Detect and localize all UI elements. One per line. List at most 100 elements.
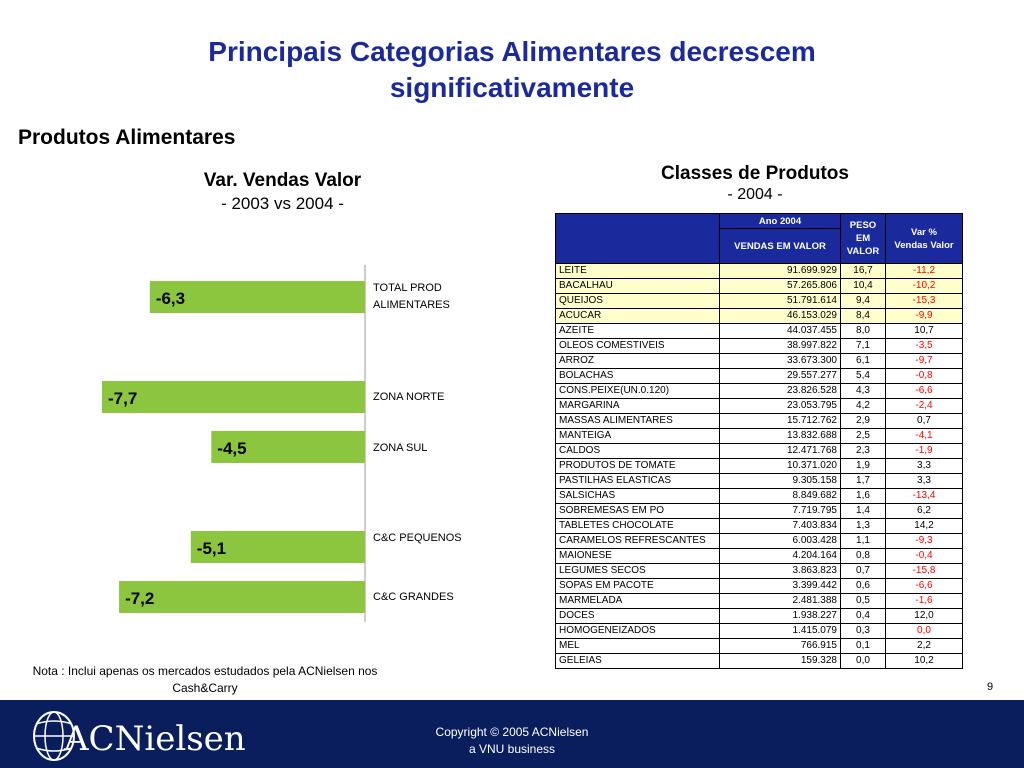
bar-2	[211, 431, 365, 463]
table-row: ARROZ 33.673.300 6,1 -9,7	[555, 353, 963, 369]
table-row: MANTEIGA 13.832.688 2,5 -4,1	[555, 428, 963, 444]
cell-vendas: 3.863.823	[719, 563, 841, 579]
cell-name: QUEIJOS	[555, 293, 720, 309]
header-peso: PESO EM VALOR	[840, 213, 886, 264]
header-blank	[555, 213, 720, 264]
cell-name: LEITE	[555, 263, 720, 279]
table-row: ACUCAR 46.153.029 8,4 -9,9	[555, 308, 963, 324]
cell-var: -11,2	[885, 263, 963, 279]
logo-text: ACNielsen	[63, 719, 246, 759]
cell-var: 0,0	[885, 623, 963, 639]
copyright-line2: a VNU business	[468, 742, 556, 756]
cell-var: -13,4	[885, 488, 963, 504]
copyright-line1: Copyright © 2005 ACNielsen	[435, 725, 589, 739]
table-row: MAIONESE 4.204.164 0,8 -0,4	[555, 548, 963, 564]
cell-peso: 9,4	[840, 293, 886, 309]
cell-vendas: 4.204.164	[719, 548, 841, 564]
header-var-line1: Var %	[911, 226, 937, 238]
cell-peso: 1,6	[840, 488, 886, 504]
cell-peso: 0,1	[840, 638, 886, 654]
bar-value-label-1: -7,7	[108, 389, 137, 408]
cell-peso: 1,7	[840, 473, 886, 489]
cell-name: BACALHAU	[555, 278, 720, 294]
cell-vendas: 15.712.762	[719, 413, 841, 429]
header-ano: Ano 2004	[719, 213, 841, 229]
cell-name: GELEIAS	[555, 653, 720, 669]
cell-peso: 6,1	[840, 353, 886, 369]
cell-name: CONS.PEIXE(UN.0.120)	[555, 383, 720, 399]
cell-var: -15,3	[885, 293, 963, 309]
cell-var: 12,0	[885, 608, 963, 624]
cell-vendas: 2.481.388	[719, 593, 841, 609]
table-row: MEL 766.915 0,1 2,2	[555, 638, 963, 654]
cell-var: -1,6	[885, 593, 963, 609]
cell-name: PASTILHAS ELASTICAS	[555, 473, 720, 489]
table-row: CALDOS 12.471.768 2,3 -1,9	[555, 443, 963, 459]
cell-peso: 7,1	[840, 338, 886, 354]
copyright: Copyright © 2005 ACNielsen a VNU busines…	[400, 724, 624, 758]
cell-vendas: 159.328	[719, 653, 841, 669]
cell-var: -6,6	[885, 578, 963, 594]
cell-var: -0,8	[885, 368, 963, 384]
table-row: CONS.PEIXE(UN.0.120) 23.826.528 4,3 -6,6	[555, 383, 963, 399]
product-classes-table: Ano 2004 PESO EM VALOR Var % Vendas Valo…	[555, 213, 963, 669]
cell-name: OLEOS COMESTIVEIS	[555, 338, 720, 354]
cell-vendas: 29.557.277	[719, 368, 841, 384]
section-subtitle: Produtos Alimentares	[18, 126, 236, 149]
cell-var: 3,3	[885, 473, 963, 489]
cell-peso: 0,7	[840, 563, 886, 579]
header-var-line2: Vendas Valor	[894, 239, 954, 251]
globe-icon	[33, 711, 75, 761]
cell-var: 14,2	[885, 518, 963, 534]
cell-peso: 10,4	[840, 278, 886, 294]
cell-vendas: 13.832.688	[719, 428, 841, 444]
cell-var: -3,5	[885, 338, 963, 354]
cell-vendas: 33.673.300	[719, 353, 841, 369]
cell-vendas: 57.265.806	[719, 278, 841, 294]
page-number: 9	[987, 681, 994, 693]
cell-vendas: 10.371.020	[719, 458, 841, 474]
cell-var: -0,4	[885, 548, 963, 564]
table-title: Classes de Produtos	[661, 163, 849, 184]
cell-name: LEGUMES SECOS	[555, 563, 720, 579]
cell-vendas: 7.719.795	[719, 503, 841, 519]
cell-var: 0,7	[885, 413, 963, 429]
cell-peso: 8,4	[840, 308, 886, 324]
header-vendas: VENDAS EM VALOR	[719, 228, 841, 264]
table-row: OLEOS COMESTIVEIS 38.997.822 7,1 -3,5	[555, 338, 963, 354]
cell-peso: 4,2	[840, 398, 886, 414]
cell-peso: 5,4	[840, 368, 886, 384]
cell-name: TABLETES CHOCOLATE	[555, 518, 720, 534]
table-row: LEITE 91.699.929 16,7 -11,2	[555, 263, 963, 279]
cell-peso: 2,5	[840, 428, 886, 444]
cell-peso: 0,0	[840, 653, 886, 669]
cell-var: -9,3	[885, 533, 963, 549]
cell-vendas: 8.849.682	[719, 488, 841, 504]
cell-name: MARMELADA	[555, 593, 720, 609]
cell-var: -4,1	[885, 428, 963, 444]
cell-name: ACUCAR	[555, 308, 720, 324]
cell-name: MANTEIGA	[555, 428, 720, 444]
table-row: PASTILHAS ELASTICAS 9.305.158 1,7 3,3	[555, 473, 963, 489]
table-row: SALSICHAS 8.849.682 1,6 -13,4	[555, 488, 963, 504]
cell-vendas: 44.037.455	[719, 323, 841, 339]
category-label-2: ZONA SUL	[373, 442, 428, 454]
cell-name: BOLACHAS	[555, 368, 720, 384]
bar-3	[190, 531, 365, 563]
header-peso-line2: EM	[855, 233, 871, 244]
category-label-3: C&C PEQUENOS	[373, 532, 462, 544]
cell-name: MASSAS ALIMENTARES	[555, 413, 720, 429]
cell-vendas: 7.403.834	[719, 518, 841, 534]
cell-vendas: 46.153.029	[719, 308, 841, 324]
header-var: Var % Vendas Valor	[885, 213, 963, 264]
cell-var: -2,4	[885, 398, 963, 414]
cell-vendas: 3.399.442	[719, 578, 841, 594]
slide-title: Principais Categorias Alimentares decres…	[208, 36, 816, 103]
cell-name: HOMOGENEIZADOS	[555, 623, 720, 639]
cell-peso: 1,1	[840, 533, 886, 549]
cell-peso: 0,3	[840, 623, 886, 639]
chart-subtitle: - 2003 vs 2004 -	[221, 194, 344, 213]
bar-0	[149, 281, 365, 313]
category-label-1: ZONA NORTE	[373, 391, 445, 403]
cell-var: 10,7	[885, 323, 963, 339]
